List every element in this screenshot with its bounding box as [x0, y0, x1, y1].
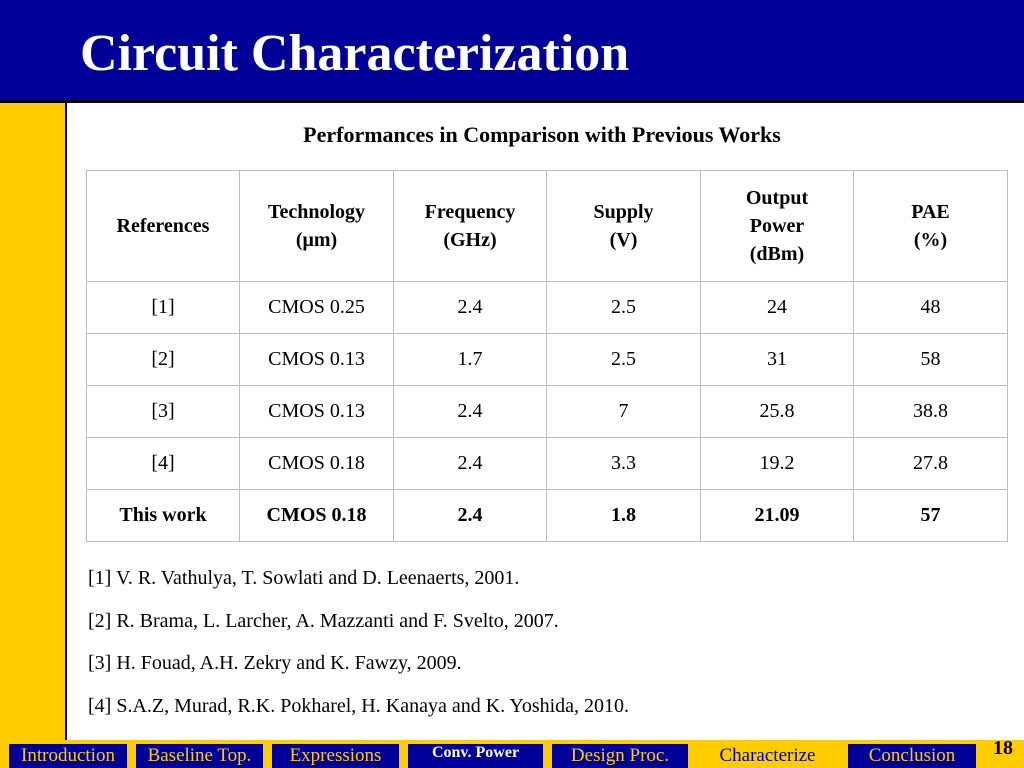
nav-tab-conv-power[interactable]: Conv. Power — [408, 744, 543, 768]
cell-output-power: 25.8 — [700, 385, 854, 438]
side-bar — [0, 103, 67, 740]
table-header-row: References Technology (μm) Frequency (GHz)… — [86, 170, 1008, 282]
header-output-power-line2: Power — [749, 215, 805, 237]
cell-reference: [1] — [86, 281, 240, 334]
cell-frequency: 2.4 — [393, 489, 547, 542]
cell-technology: CMOS 0.18 — [239, 489, 394, 542]
nav-tab-introduction[interactable]: Introduction — [9, 744, 127, 768]
cell-frequency: 2.4 — [393, 437, 547, 490]
header-references-line: References — [116, 215, 210, 237]
cell-reference: [4] — [86, 437, 240, 490]
cell-pae: 57 — [853, 489, 1008, 542]
table-row: [4] CMOS 0.18 2.4 3.3 19.2 27.8 — [86, 437, 1008, 490]
cell-output-power: 24 — [700, 281, 854, 334]
cell-output-power: 31 — [700, 333, 854, 386]
cell-pae: 48 — [853, 281, 1008, 334]
cell-frequency: 2.4 — [393, 281, 547, 334]
header-technology-unit: (μm) — [295, 229, 338, 251]
header-output-power-line1: Output — [745, 187, 809, 209]
performance-table: References Technology (μm) Frequency (GHz)… — [86, 170, 1008, 542]
header-supply-unit: (V) — [609, 229, 638, 251]
header-output-power: Output Power (dBm) — [700, 170, 854, 282]
cell-supply: 7 — [546, 385, 701, 438]
slide-title: Circuit Characterization — [80, 25, 630, 82]
cell-supply: 2.5 — [546, 281, 701, 334]
table-row: [2] CMOS 0.13 1.7 2.5 31 58 — [86, 333, 1008, 386]
reference-list: [1] V. R. Vathulya, T. Sowlati and D. Le… — [88, 566, 629, 736]
header-references: References — [86, 170, 240, 282]
header-technology-line: Technology — [267, 201, 366, 223]
page-number: 18 — [993, 737, 1013, 759]
title-bar: Circuit Characterization — [0, 0, 1024, 103]
cell-reference: [2] — [86, 333, 240, 386]
cell-frequency: 1.7 — [393, 333, 547, 386]
header-supply-line: Supply — [593, 201, 654, 223]
section-nav-bar: Introduction Baseline Top. Expressions C… — [0, 740, 1024, 768]
nav-tab-expressions[interactable]: Expressions — [272, 744, 399, 768]
cell-supply: 3.3 — [546, 437, 701, 490]
nav-tab-design-proc[interactable]: Design Proc. — [552, 744, 688, 768]
nav-tab-characterize[interactable]: Characterize — [696, 744, 839, 768]
table-row: [3] CMOS 0.13 2.4 7 25.8 38.8 — [86, 385, 1008, 438]
cell-technology: CMOS 0.13 — [239, 385, 394, 438]
reference-item: [3] H. Fouad, A.H. Zekry and K. Fawzy, 2… — [88, 652, 462, 674]
header-frequency-line: Frequency — [424, 201, 516, 223]
header-frequency-unit: (GHz) — [443, 229, 497, 251]
title-underline — [0, 100, 1024, 103]
nav-tab-conclusion[interactable]: Conclusion — [848, 744, 976, 768]
header-frequency: Frequency (GHz) — [393, 170, 547, 282]
table-row: [1] CMOS 0.25 2.4 2.5 24 48 — [86, 281, 1008, 334]
reference-item: [2] R. Brama, L. Larcher, A. Mazzanti an… — [88, 609, 559, 632]
cell-reference: This work — [86, 489, 240, 542]
header-pae: PAE (%) — [853, 170, 1008, 282]
header-technology: Technology (μm) — [239, 170, 394, 282]
cell-pae: 38.8 — [853, 385, 1008, 438]
nav-tab-baseline-top[interactable]: Baseline Top. — [136, 744, 263, 768]
cell-output-power: 21.09 — [700, 489, 854, 542]
cell-pae: 27.8 — [853, 437, 1008, 490]
cell-technology: CMOS 0.13 — [239, 333, 394, 386]
cell-supply: 2.5 — [546, 333, 701, 386]
reference-item: [1] V. R. Vathulya, T. Sowlati and D. Le… — [88, 567, 520, 589]
cell-reference: [3] — [86, 385, 240, 438]
cell-output-power: 19.2 — [700, 437, 854, 490]
table-caption: Performances in Comparison with Previous… — [303, 122, 781, 147]
table-row-this-work: This work CMOS 0.18 2.4 1.8 21.09 57 — [86, 489, 1008, 542]
header-pae-line: PAE — [911, 201, 950, 223]
cell-pae: 58 — [853, 333, 1008, 386]
header-supply: Supply (V) — [546, 170, 701, 282]
cell-technology: CMOS 0.18 — [239, 437, 394, 490]
cell-technology: CMOS 0.25 — [239, 281, 394, 334]
header-pae-unit: (%) — [913, 229, 948, 251]
header-output-power-unit: (dBm) — [749, 243, 805, 265]
reference-item: [4] S.A.Z, Murad, R.K. Pokharel, H. Kana… — [88, 694, 630, 717]
side-bar-edge — [65, 103, 67, 740]
cell-supply: 1.8 — [546, 489, 701, 542]
cell-frequency: 2.4 — [393, 385, 547, 438]
